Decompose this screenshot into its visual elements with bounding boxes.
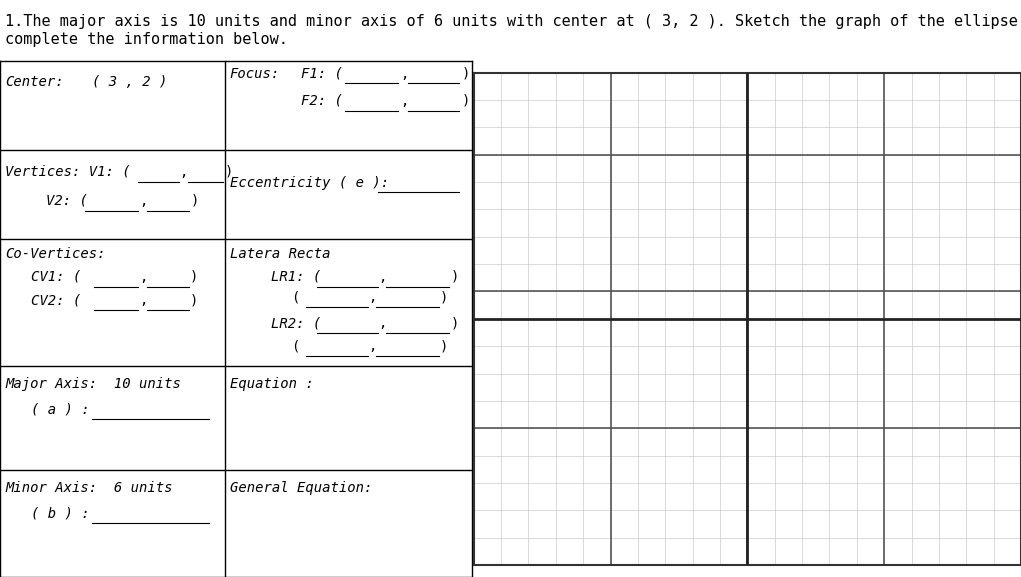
Text: F1: (: F1: (: [301, 66, 343, 81]
Text: ): ): [461, 93, 470, 108]
Text: Major Axis:  10 units: Major Axis: 10 units: [5, 377, 181, 391]
Text: ,: ,: [379, 316, 387, 330]
Text: ): ): [225, 164, 233, 179]
Text: ): ): [191, 193, 199, 208]
Text: ): ): [450, 270, 458, 284]
Text: Center:: Center:: [5, 75, 63, 89]
Text: Minor Axis:  6 units: Minor Axis: 6 units: [5, 481, 173, 494]
Text: (: (: [291, 339, 299, 353]
Text: Equation :: Equation :: [230, 377, 313, 391]
Text: ): ): [190, 270, 198, 284]
Text: LR1: (: LR1: (: [271, 270, 321, 284]
Text: ,: ,: [369, 339, 377, 353]
Text: ): ): [461, 66, 470, 81]
Text: ): ): [440, 339, 448, 353]
Text: ( 3 , 2 ): ( 3 , 2 ): [92, 75, 167, 89]
Text: CV2: (: CV2: (: [31, 293, 81, 307]
Text: CV1: (: CV1: (: [31, 270, 81, 284]
Text: ,: ,: [400, 66, 408, 81]
Text: ,: ,: [400, 93, 408, 108]
Text: ,: ,: [139, 193, 147, 208]
Text: ,: ,: [180, 164, 188, 179]
Text: Vertices: V1: (: Vertices: V1: (: [5, 164, 131, 179]
Text: ): ): [450, 316, 458, 330]
Text: 1.The major axis is 10 units and minor axis of 6 units with center at ( 3, 2 ). : 1.The major axis is 10 units and minor a…: [5, 14, 1021, 29]
Text: ( a ) :: ( a ) :: [31, 403, 89, 417]
Text: ): ): [440, 290, 448, 304]
Text: ,: ,: [379, 270, 387, 284]
Text: LR2: (: LR2: (: [271, 316, 321, 330]
Text: V2: (: V2: (: [46, 193, 88, 208]
Text: F2: (: F2: (: [301, 93, 343, 108]
Text: complete the information below.: complete the information below.: [5, 32, 288, 47]
Text: ,: ,: [369, 290, 377, 304]
Text: Eccentricity ( e ):: Eccentricity ( e ):: [230, 176, 389, 190]
Text: ): ): [190, 293, 198, 307]
Text: ( b ) :: ( b ) :: [31, 507, 89, 520]
Text: Co-Vertices:: Co-Vertices:: [5, 247, 105, 261]
Text: General Equation:: General Equation:: [230, 481, 372, 494]
Text: ,: ,: [139, 293, 147, 307]
Text: ,: ,: [139, 270, 147, 284]
Text: Latera Recta: Latera Recta: [230, 247, 330, 261]
Text: Focus:: Focus:: [230, 66, 280, 81]
Text: (: (: [291, 290, 299, 304]
